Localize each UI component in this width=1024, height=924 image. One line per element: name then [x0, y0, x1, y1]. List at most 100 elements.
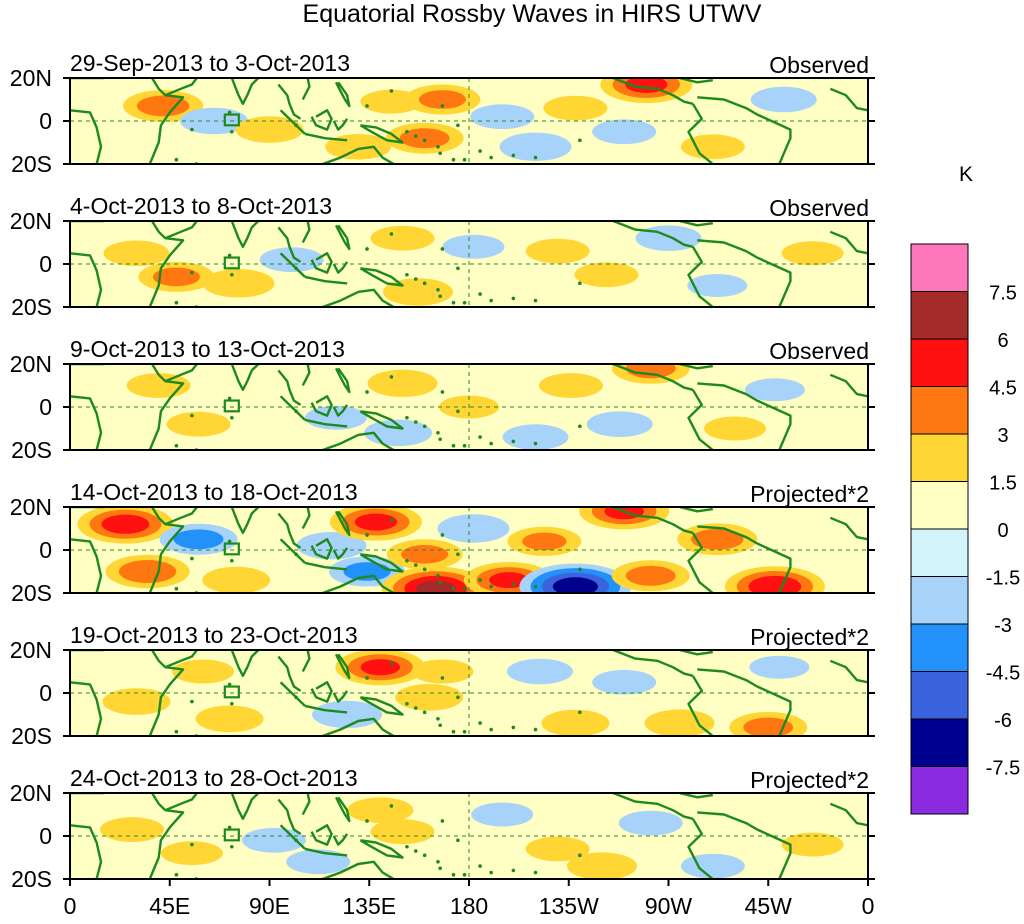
index-box [223, 113, 240, 127]
island [440, 533, 445, 537]
coastline [697, 239, 792, 307]
y-tick-label: 20S [11, 294, 52, 320]
island [533, 155, 538, 160]
island [422, 424, 427, 429]
colorbar-swatch [910, 718, 969, 767]
anomaly-contour [586, 411, 653, 438]
coastline [359, 696, 404, 716]
island [365, 533, 369, 537]
coastline [687, 389, 714, 450]
island [451, 729, 456, 734]
coastline [70, 395, 103, 450]
coastline [70, 252, 103, 307]
anomaly-field [77, 507, 825, 593]
panel-date-range: 24-Oct-2013 to 28-Oct-2013 [70, 765, 358, 791]
island [230, 558, 234, 563]
island [533, 441, 538, 446]
coastline [829, 659, 868, 684]
island [533, 870, 538, 875]
anomaly-field [123, 78, 817, 161]
island [511, 582, 516, 587]
coastline [164, 507, 199, 526]
coastline [310, 538, 333, 560]
y-tick-label: 20S [11, 723, 52, 749]
island [489, 727, 493, 732]
y-tick-label: 0 [39, 251, 52, 277]
anomaly-contour [625, 364, 676, 379]
colorbar-swatch [910, 766, 969, 815]
y-tick-label: 20N [10, 65, 52, 91]
anomaly-contour [499, 132, 572, 161]
anomaly-contour [415, 580, 456, 593]
island [389, 661, 394, 665]
figure-title: Equatorial Rossby Waves in HIRS UTWV [303, 0, 762, 28]
island [294, 552, 298, 557]
colorbar-boxes [910, 243, 969, 815]
coastline [301, 650, 311, 673]
anomaly-contour [618, 810, 683, 836]
anomaly-contour [489, 572, 529, 589]
y-tick-label: 0 [39, 680, 52, 706]
anomaly-contour [418, 90, 466, 109]
anomaly-contour [160, 841, 223, 866]
coastline [687, 532, 714, 593]
island [230, 272, 234, 277]
island [294, 695, 298, 700]
anomaly-contour [522, 532, 567, 551]
anomaly-contour [401, 545, 449, 564]
colorbar-swatch [910, 338, 969, 387]
anomaly-contour [644, 709, 715, 736]
map-panel: 20N 0 20S 24-Oct-2013 to 28-Oct-2013 Project… [10, 765, 875, 892]
anomaly-contour [687, 274, 748, 297]
coastline [148, 364, 185, 450]
island [389, 232, 394, 236]
coastline [70, 681, 103, 736]
anomaly-contour [367, 369, 438, 398]
coastline [612, 221, 694, 248]
island [436, 574, 440, 578]
map-panel: 20N 0 20S 29-Sep-2013 to 3-Oct-2013 Observed [10, 50, 875, 177]
island [436, 431, 440, 435]
island [414, 849, 418, 853]
coastline [332, 118, 349, 131]
anomaly-contour [592, 119, 657, 145]
island [227, 539, 232, 544]
island [451, 586, 456, 591]
island [489, 870, 493, 875]
island [230, 415, 234, 420]
index-box [223, 399, 240, 413]
coastline [301, 221, 311, 244]
island [190, 270, 194, 275]
coastline [164, 793, 199, 812]
anomaly-contour [574, 262, 639, 288]
island [511, 725, 516, 730]
colorbar-swatch [910, 623, 969, 672]
coastline [322, 860, 395, 879]
island [478, 435, 482, 439]
island [174, 300, 179, 305]
map-panel: 20N 0 20S 4-Oct-2013 to 8-Oct-2013 Observed [10, 193, 875, 320]
island [533, 727, 538, 732]
coastline [334, 367, 351, 394]
anomaly-contour [259, 247, 324, 273]
panel-label: Observed [769, 195, 869, 221]
island [365, 819, 369, 823]
panel-label: Projected*2 [750, 624, 869, 650]
coastline [301, 507, 311, 530]
x-tick-label: 135E [342, 893, 396, 919]
island [440, 104, 445, 108]
colorbar-swatch [910, 576, 969, 625]
anomaly-contour [343, 562, 391, 581]
coastline [697, 668, 792, 736]
coastline [334, 796, 351, 823]
island [365, 247, 369, 251]
island [438, 580, 442, 585]
island [456, 838, 460, 843]
anomaly-contour [471, 802, 534, 827]
coastline [70, 538, 103, 593]
y-tick-label: 20N [10, 780, 52, 806]
anomaly-contour [525, 836, 590, 862]
island [365, 104, 369, 108]
index-box [223, 828, 240, 842]
island [478, 149, 482, 153]
